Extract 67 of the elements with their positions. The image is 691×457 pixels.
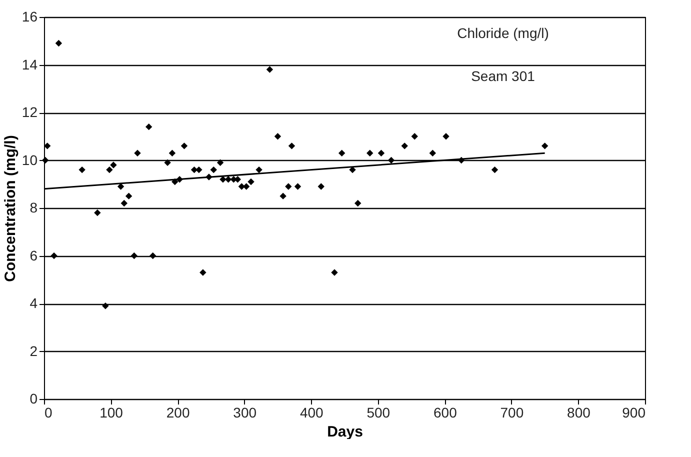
point <box>354 200 362 207</box>
point <box>318 183 324 190</box>
x-tick-label: 500 <box>366 404 390 420</box>
x-tick-label: 100 <box>100 404 124 420</box>
point <box>50 252 58 260</box>
point <box>42 156 49 164</box>
point <box>216 159 224 166</box>
y-tick-label: 6 <box>30 247 38 264</box>
y-tick-label: 16 <box>22 8 38 24</box>
point <box>248 178 254 186</box>
point <box>442 133 450 140</box>
x-tick-label: 600 <box>433 404 458 420</box>
x-tick-label: 200 <box>166 404 190 420</box>
point <box>117 183 124 190</box>
point <box>378 150 385 156</box>
point <box>78 166 86 174</box>
point <box>125 192 132 200</box>
point <box>120 200 128 207</box>
point <box>491 166 498 174</box>
point <box>401 142 408 150</box>
point <box>256 166 262 174</box>
point <box>55 40 62 47</box>
point <box>220 176 226 183</box>
y-tick-label: 10 <box>22 152 38 168</box>
y-tick-label: 12 <box>22 104 38 120</box>
point <box>94 209 101 216</box>
x-tick-label: 900 <box>622 404 646 420</box>
x-tick-label: 400 <box>300 404 324 420</box>
point <box>280 192 286 200</box>
point <box>388 156 395 164</box>
point <box>145 123 152 130</box>
point <box>200 269 206 276</box>
point <box>164 159 171 166</box>
point <box>288 142 296 150</box>
y-tick-label: 14 <box>22 56 38 72</box>
point <box>338 150 346 156</box>
point <box>411 133 418 140</box>
point <box>266 66 274 73</box>
point <box>106 166 113 174</box>
point <box>366 150 374 156</box>
y-tick-label: 0 <box>30 390 38 406</box>
point <box>541 142 548 150</box>
point <box>102 302 109 310</box>
x-tick-label: 800 <box>567 404 591 420</box>
point <box>180 142 188 150</box>
point <box>196 166 202 174</box>
point <box>168 150 176 156</box>
annotation: Chloride (mg/l) <box>457 25 549 41</box>
point <box>294 183 302 190</box>
y-tick-label: 4 <box>30 295 38 311</box>
point <box>149 252 156 260</box>
point <box>429 150 436 156</box>
annotation: Seam 301 <box>471 68 536 84</box>
y-axis-title: Concentration (mg/l) <box>2 135 19 282</box>
point <box>274 133 282 140</box>
point <box>285 183 292 190</box>
y-tick-label: 8 <box>30 200 38 216</box>
y-tick-label: 2 <box>30 342 38 359</box>
x-tick-label: 700 <box>500 404 524 420</box>
point <box>130 252 138 260</box>
x-tick-label: 300 <box>233 404 257 420</box>
point <box>224 176 232 183</box>
point <box>134 150 141 156</box>
point <box>331 269 338 276</box>
x-tick-label: 0 <box>44 404 52 420</box>
point <box>210 166 217 174</box>
point <box>110 162 117 168</box>
